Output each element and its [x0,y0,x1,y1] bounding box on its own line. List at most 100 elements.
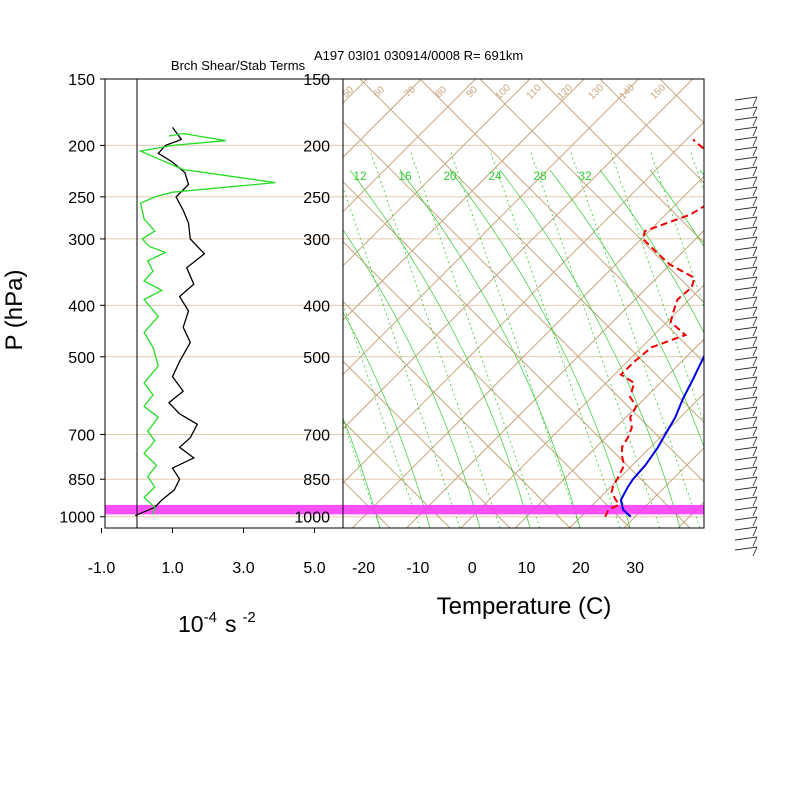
theta-label: 150 [648,82,668,102]
skew-x-tick-label: 0 [468,560,477,577]
isotherm-line [406,229,704,528]
skew-y-tick-label: 400 [303,298,330,315]
surface-band-right [343,504,704,515]
wind-barb [734,386,758,397]
left-y-tick-label: 250 [68,190,95,207]
moist-adiabat-line [649,169,704,248]
dry-adiabat-line [343,480,391,528]
theta-label: 60 [371,84,387,100]
wind-barb [734,116,758,127]
wind-barb [734,436,758,447]
left-y-tick-label: 200 [68,138,95,155]
wind-barb [734,256,758,267]
skew-y-tick-label: 1000 [294,510,330,527]
theta-label: 90 [464,84,480,100]
wind-barb [734,166,758,177]
mixing-ratio-label: 20 [443,169,457,183]
wind-barb [734,266,758,277]
wind-barb [734,456,758,467]
skew-x-ticks: -20 -10 0 10 20 30 [352,560,644,577]
isotherm-line [343,79,476,213]
wind-barb [734,276,758,287]
wind-barb [734,226,758,237]
wind-barb [734,516,758,527]
left-y-tick-label: 400 [68,298,95,315]
moist-adiabat-line [343,229,481,528]
mixing-ratio-label: 28 [533,169,547,183]
isotherm-line [351,175,704,528]
skew-grid [0,79,800,528]
dry-adiabat-line [359,79,704,423]
wind-barbs [734,96,758,557]
moist-adiabat-line [599,169,704,334]
isotherm-line [0,79,313,528]
wind-barb [734,216,758,227]
wind-barb [734,356,758,367]
skew-x-tick-label: 30 [626,560,644,577]
dry-adiabat-line [539,79,704,244]
theta-label: 110 [525,82,544,101]
dry-adiabat-line [343,121,704,483]
left-y-tick-label: 700 [68,427,95,444]
left-y-tick-label: 150 [68,72,95,89]
left-y-tick-label: 1000 [59,510,95,527]
skew-x-tick-label: 20 [572,560,590,577]
mixing-ratio-line [90,150,220,528]
wind-barb [734,306,758,317]
wind-barb [734,156,758,167]
isotherm-line [514,338,704,528]
skew-y-tick-label: 300 [303,232,330,249]
left-x-tick-label: 3.0 [232,560,254,577]
wind-barb [734,286,758,297]
wind-barb [734,426,758,437]
left-x-tick-label: 1.0 [161,560,183,577]
left-panel-title: Brch Shear/Stab Terms [171,58,306,73]
wind-barb [734,206,758,217]
skew-x-axis-label: Temperature (C) [437,593,612,620]
moist-adiabat-line [399,169,581,528]
mixing-ratio-line [343,302,421,528]
wind-barb [734,506,758,517]
skew-y-tick-label: 500 [303,350,330,367]
moist-adiabat-line [549,169,704,448]
wind-barb [734,336,758,347]
mixing-ratio-line [649,149,704,309]
dry-adiabat-line [599,79,704,184]
left-y-tick-label: 850 [68,472,95,489]
wind-barb [734,526,758,537]
mixing-ratio-line [343,419,381,528]
mixing-ratio-label: 24 [488,169,502,183]
isotherm-line [677,501,704,528]
isotherm-line [623,447,704,528]
isotherm-line [787,79,800,528]
left-y-tick-label: 300 [68,232,95,249]
skew-y-tick-label: 700 [303,427,330,444]
wind-barb [734,196,758,207]
mixing-ratio-line [170,150,300,528]
wind-barb [734,446,758,457]
wind-barb [734,176,758,187]
moist-adiabat-line [699,169,704,176]
mixing-ratio-line [489,149,621,528]
wind-barb [734,296,758,307]
wind-barb [734,476,758,487]
wind-barb [734,136,758,147]
dry-adiabat-line [343,300,571,528]
isotherm-line [343,79,694,430]
moist-adiabat-line [343,417,381,528]
skew-x-tick-label: -10 [406,560,429,577]
left-y-tick-label: 500 [68,350,95,367]
theta-label: 120 [555,82,575,102]
isotherm-line [460,284,704,528]
theta-label: 80 [433,84,449,100]
mixing-ratio-line [409,149,541,528]
shear-stability-panel: 150 200 250 300 400 500 700 850 1000 -1.0 1.0 3.0 5… [1,58,344,637]
left-pressure-grid [105,78,343,518]
left-surface-band [105,504,343,515]
isotherm-line [343,79,585,321]
skew-y-tick-label: 150 [303,72,330,89]
wind-barb [734,486,758,497]
skew-panel-title: A197 03I01 030914/0008 R= 691km [314,48,523,63]
theta-label: 70 [402,84,418,100]
